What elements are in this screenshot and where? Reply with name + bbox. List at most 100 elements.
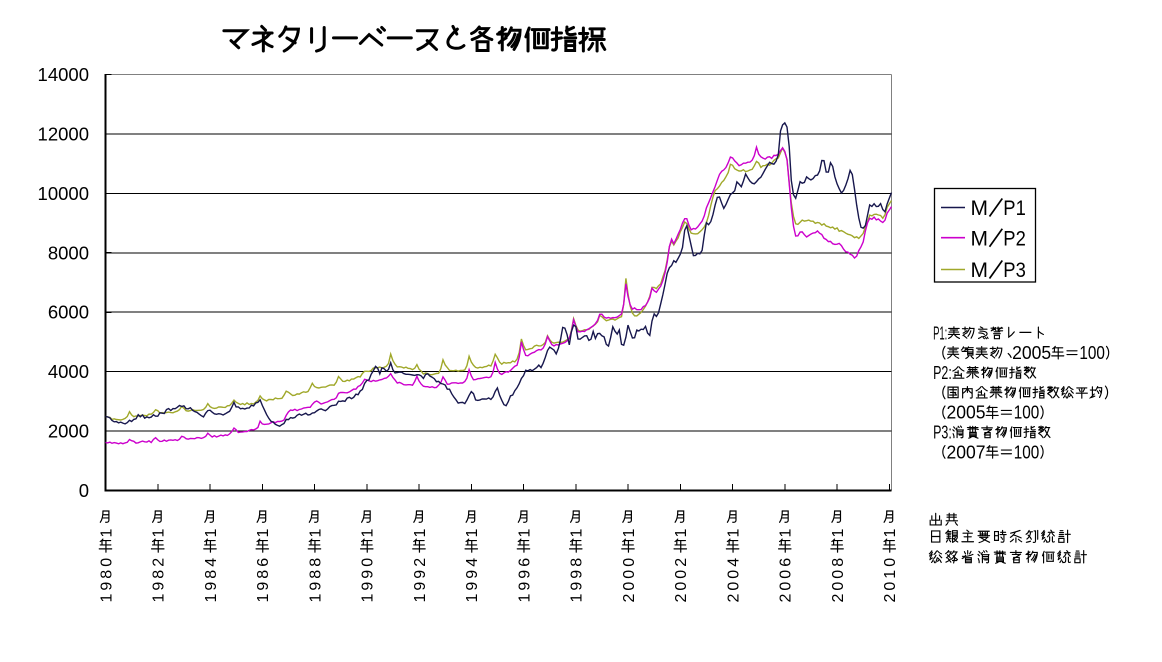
svg-text:9: 9 bbox=[203, 582, 220, 591]
svg-text:2000: 2000 bbox=[48, 421, 89, 442]
svg-text:9: 9 bbox=[516, 570, 533, 579]
svg-text:0: 0 bbox=[621, 558, 638, 567]
svg-text:8: 8 bbox=[255, 570, 272, 579]
svg-text:9: 9 bbox=[464, 582, 481, 591]
svg-text:8: 8 bbox=[307, 570, 324, 579]
svg-text:2: 2 bbox=[725, 594, 742, 603]
svg-text:6: 6 bbox=[255, 558, 272, 567]
svg-text:1: 1 bbox=[882, 570, 899, 579]
svg-text:100: 100 bbox=[1014, 402, 1040, 423]
svg-text:1: 1 bbox=[464, 594, 481, 603]
svg-text:0: 0 bbox=[882, 558, 899, 567]
svg-text:P3:: P3: bbox=[933, 422, 952, 443]
svg-text:8: 8 bbox=[98, 570, 115, 579]
svg-text:1: 1 bbox=[621, 529, 638, 538]
svg-text:4: 4 bbox=[464, 558, 481, 567]
svg-text:9: 9 bbox=[307, 582, 324, 591]
svg-text:10000: 10000 bbox=[38, 183, 89, 204]
svg-text:1: 1 bbox=[255, 594, 272, 603]
svg-text:1: 1 bbox=[360, 594, 377, 603]
svg-text:2: 2 bbox=[830, 594, 847, 603]
svg-text:1: 1 bbox=[412, 529, 429, 538]
svg-text:12000: 12000 bbox=[38, 123, 89, 144]
svg-text:1: 1 bbox=[98, 529, 115, 538]
svg-text:4000: 4000 bbox=[48, 361, 89, 382]
svg-text:1: 1 bbox=[307, 594, 324, 603]
svg-text:1: 1 bbox=[673, 529, 690, 538]
svg-text:1: 1 bbox=[464, 529, 481, 538]
svg-text:0: 0 bbox=[725, 582, 742, 591]
svg-text:9: 9 bbox=[516, 582, 533, 591]
svg-text:1: 1 bbox=[98, 594, 115, 603]
svg-text:M: M bbox=[971, 197, 989, 220]
svg-text:9: 9 bbox=[360, 582, 377, 591]
svg-text:8: 8 bbox=[203, 570, 220, 579]
svg-text:2: 2 bbox=[621, 594, 638, 603]
svg-text:1: 1 bbox=[725, 529, 742, 538]
svg-text:2: 2 bbox=[673, 594, 690, 603]
svg-text:9: 9 bbox=[98, 582, 115, 591]
svg-text:9: 9 bbox=[569, 582, 586, 591]
svg-text:2: 2 bbox=[673, 558, 690, 567]
svg-text:0: 0 bbox=[98, 558, 115, 567]
svg-text:9: 9 bbox=[151, 582, 168, 591]
svg-text:1: 1 bbox=[516, 594, 533, 603]
svg-text:2: 2 bbox=[882, 594, 899, 603]
svg-text:8: 8 bbox=[307, 558, 324, 567]
svg-text:P1:: P1: bbox=[933, 322, 947, 343]
svg-text:1: 1 bbox=[882, 529, 899, 538]
svg-text:9: 9 bbox=[412, 582, 429, 591]
svg-text:0: 0 bbox=[360, 558, 377, 567]
svg-text:P1: P1 bbox=[1003, 197, 1026, 220]
svg-text:0: 0 bbox=[725, 570, 742, 579]
svg-text:9: 9 bbox=[360, 570, 377, 579]
svg-text:1: 1 bbox=[778, 529, 795, 538]
svg-text:0: 0 bbox=[673, 582, 690, 591]
svg-text:0: 0 bbox=[778, 582, 795, 591]
svg-text:0: 0 bbox=[830, 570, 847, 579]
svg-text:6000: 6000 bbox=[48, 302, 89, 323]
svg-text:1: 1 bbox=[569, 529, 586, 538]
svg-text:1: 1 bbox=[203, 529, 220, 538]
svg-text:4: 4 bbox=[203, 558, 220, 567]
svg-text:M: M bbox=[971, 227, 989, 250]
svg-text:1: 1 bbox=[569, 594, 586, 603]
svg-text:2007: 2007 bbox=[947, 441, 986, 462]
svg-text:2: 2 bbox=[151, 558, 168, 567]
svg-text:M: M bbox=[971, 259, 989, 282]
svg-text:P3: P3 bbox=[1003, 259, 1026, 282]
svg-text:9: 9 bbox=[464, 570, 481, 579]
svg-text:6: 6 bbox=[516, 558, 533, 567]
svg-text:1: 1 bbox=[360, 529, 377, 538]
svg-text:9: 9 bbox=[255, 582, 272, 591]
svg-text:1: 1 bbox=[255, 529, 272, 538]
svg-text:1: 1 bbox=[412, 594, 429, 603]
svg-text:1: 1 bbox=[151, 529, 168, 538]
svg-text:P2: P2 bbox=[1003, 227, 1026, 250]
svg-text:2005: 2005 bbox=[947, 402, 986, 423]
svg-text:9: 9 bbox=[412, 570, 429, 579]
svg-text:8: 8 bbox=[151, 570, 168, 579]
svg-text:0: 0 bbox=[79, 480, 89, 501]
svg-text:P2:: P2: bbox=[933, 362, 952, 383]
svg-text:1: 1 bbox=[203, 594, 220, 603]
svg-text:0: 0 bbox=[830, 582, 847, 591]
svg-text:1: 1 bbox=[516, 529, 533, 538]
svg-text:8: 8 bbox=[830, 558, 847, 567]
svg-text:1: 1 bbox=[307, 529, 324, 538]
svg-text:100: 100 bbox=[1014, 441, 1040, 462]
svg-text:14000: 14000 bbox=[38, 64, 89, 85]
svg-text:0: 0 bbox=[621, 582, 638, 591]
svg-text:4: 4 bbox=[725, 558, 742, 567]
svg-text:8: 8 bbox=[569, 558, 586, 567]
svg-text:9: 9 bbox=[569, 570, 586, 579]
svg-text:8000: 8000 bbox=[48, 242, 89, 263]
svg-text:0: 0 bbox=[882, 582, 899, 591]
svg-text:0: 0 bbox=[673, 570, 690, 579]
svg-text:2: 2 bbox=[778, 594, 795, 603]
svg-text:100: 100 bbox=[1079, 342, 1105, 363]
svg-text:1: 1 bbox=[151, 594, 168, 603]
svg-text:2005: 2005 bbox=[1012, 342, 1051, 363]
svg-text:1: 1 bbox=[830, 529, 847, 538]
svg-text:2: 2 bbox=[412, 558, 429, 567]
